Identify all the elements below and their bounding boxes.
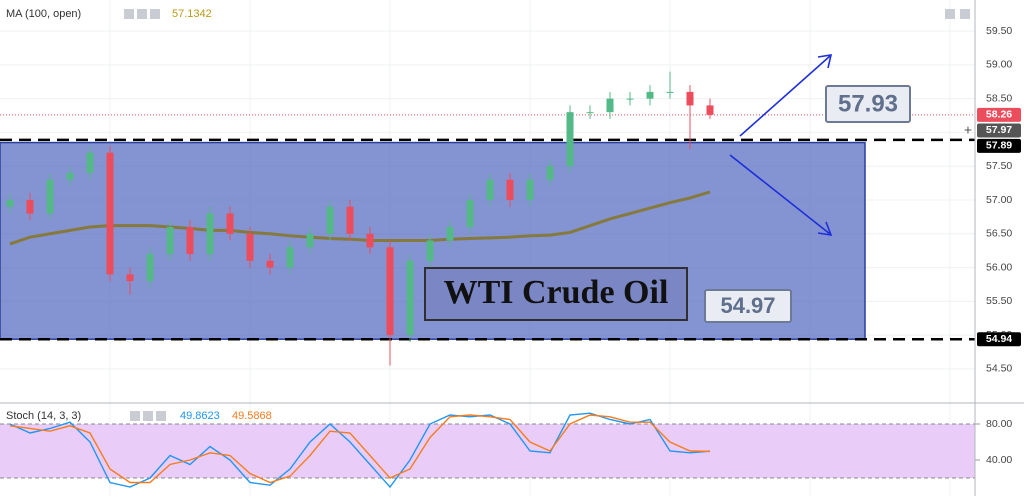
candle-body	[86, 152, 94, 173]
stoch-band	[0, 423, 975, 478]
y-tick-label: 56.00	[986, 261, 1012, 273]
candle-body	[6, 200, 14, 207]
y-tick-label: 58.50	[986, 92, 1012, 104]
candle-body	[246, 233, 254, 261]
candle-body	[46, 179, 54, 214]
y-tick-label: 57.00	[986, 194, 1012, 206]
candle-body	[366, 233, 374, 248]
ma-legend: MA (100, open)	[6, 8, 81, 20]
candle-body	[646, 91, 654, 99]
candle-body	[566, 112, 574, 167]
crosshair-icon[interactable]: +	[964, 122, 972, 138]
y-tick-label: 56.50	[986, 228, 1012, 240]
price-badge-label: 57.97	[986, 124, 1012, 136]
annotation-text: 54.97	[720, 293, 775, 318]
candle-body	[266, 260, 274, 268]
candle-body	[526, 179, 534, 200]
price-badge	[977, 123, 1021, 138]
candle-body	[506, 179, 514, 200]
candle-body	[706, 105, 714, 115]
price-badge-label: 54.94	[986, 333, 1012, 345]
candle-body	[546, 166, 554, 180]
ma-line	[9, 190, 711, 246]
candle-body	[406, 260, 414, 336]
stoch-value: 49.5868	[232, 410, 272, 422]
candle-body	[326, 206, 334, 234]
price-badge	[977, 138, 1021, 153]
annotation-box	[704, 289, 792, 323]
label-box	[424, 267, 688, 321]
candle-body	[446, 227, 454, 241]
arrows	[729, 54, 833, 237]
candle-body	[226, 213, 234, 234]
y-tick-label: 54.50	[986, 363, 1012, 375]
candle-body	[66, 172, 74, 180]
y-tick-label: 59.50	[986, 25, 1012, 37]
price-badge-label: 57.89	[986, 140, 1012, 152]
stoch-line	[9, 414, 711, 484]
candle-body	[386, 247, 394, 336]
candle-body	[466, 200, 474, 228]
y-tick-label: 55.50	[986, 295, 1012, 307]
label-text: WTI Crude Oil	[444, 274, 669, 311]
candle-body	[426, 240, 434, 261]
y-tick-label: 40.00	[986, 454, 1012, 466]
candle-body	[666, 91, 674, 93]
candle-body	[686, 91, 694, 106]
stoch-value: 49.8623	[180, 410, 220, 422]
candle-body	[346, 206, 354, 234]
annotation-text: 57.93	[838, 90, 898, 117]
candle-body	[166, 227, 174, 255]
candle-body	[206, 213, 214, 255]
candle-body	[626, 98, 634, 100]
price-badge	[977, 332, 1021, 347]
annotation-box	[825, 85, 911, 123]
candle-body	[186, 227, 194, 255]
candle-body	[106, 152, 114, 275]
candle-body	[26, 200, 34, 214]
y-tick-label: 59.00	[986, 59, 1012, 71]
candle-body	[306, 233, 314, 248]
candle-body	[486, 179, 494, 200]
y-tick-label: 80.00	[986, 418, 1012, 430]
stoch-legend: Stoch (14, 3, 3)	[6, 410, 81, 422]
candle-body	[606, 98, 614, 113]
candle-body	[126, 274, 134, 282]
candle-body	[286, 247, 294, 268]
price-badge	[977, 107, 1021, 122]
candle-body	[586, 112, 594, 114]
header-icons	[124, 9, 970, 421]
price-badge-label: 58.26	[986, 109, 1012, 121]
stoch-line	[9, 412, 711, 489]
y-tick-label: 57.50	[986, 160, 1012, 172]
candle-body	[146, 254, 154, 282]
ma-value: 57.1342	[172, 8, 212, 20]
